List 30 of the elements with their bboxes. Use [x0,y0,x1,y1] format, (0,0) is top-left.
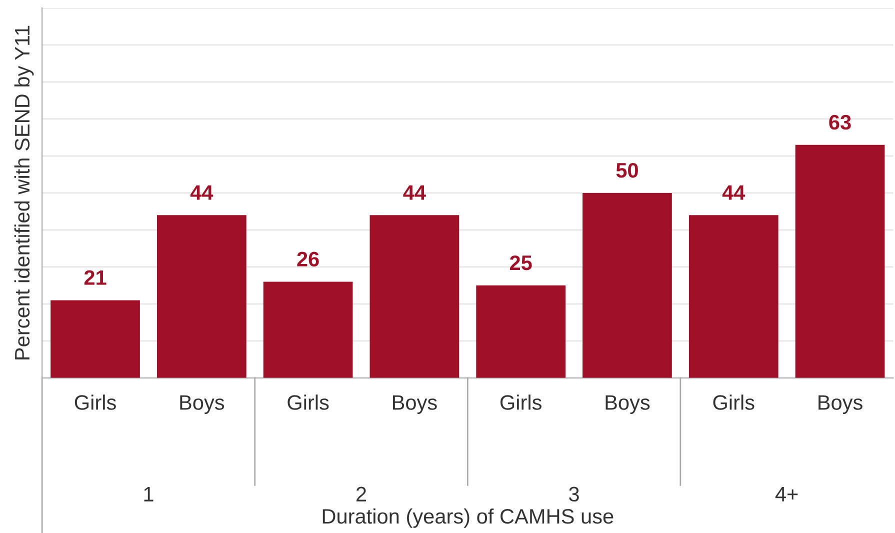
data-label: 44 [722,185,746,200]
x-axis-title: Duration (years) of CAMHS use [322,508,614,528]
x-tick-label: Boys [392,395,437,414]
x-tick-label: Girls [500,394,542,410]
data-label: 63 [829,114,851,130]
bar [156,215,246,378]
x-tick-label: Girls [713,394,754,410]
bar [688,215,778,378]
y-axis-title: Percent identified with SEND by Y11 [14,26,34,360]
data-label: 50 [616,162,638,178]
data-label: 44 [190,185,214,200]
x-tick-label: Girls [288,394,329,410]
bar [263,282,353,378]
x-tick-label: Girls [74,394,116,410]
text: 4+ [775,487,798,502]
bar [582,192,672,378]
bar [370,215,460,378]
data-label: 44 [403,185,426,200]
x-tick-label: Boys [606,395,650,414]
data-label: 26 [297,252,319,266]
bar [50,300,140,378]
data-label: 21 [84,270,106,285]
text: 2 [356,486,366,502]
x-tick-label: Boys [180,395,224,414]
x-tick-label: Boys [818,395,862,414]
bar [795,144,885,378]
data-label: 25 [510,255,532,270]
text: 3 [569,486,579,502]
bar [476,285,566,378]
text: 1 [144,487,154,502]
